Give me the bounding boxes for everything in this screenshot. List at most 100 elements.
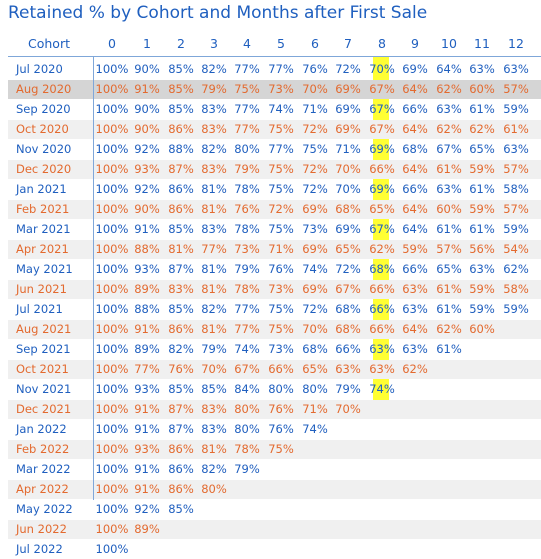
retention-cell: 57% — [503, 162, 529, 176]
column-header-11: 11 — [474, 36, 490, 51]
table-row[interactable]: Mar 2022 100% 91% 86% 82% 79% — [8, 460, 541, 479]
retention-cell: 65% — [302, 362, 328, 376]
retention-cell: 100% — [95, 382, 129, 396]
retention-cell: 66% — [335, 342, 361, 356]
retention-cell: 85% — [168, 382, 194, 396]
retention-cell: 100% — [95, 102, 129, 116]
retention-cell: 100% — [95, 522, 129, 536]
retention-cell: 69% — [335, 82, 361, 96]
table-row[interactable]: Jul 2022 100% — [8, 540, 541, 559]
table-row[interactable]: Apr 2022 100% 91% 86% 80% — [8, 480, 541, 499]
retention-cell: 74% — [302, 422, 328, 436]
table-row[interactable]: Aug 2021 100% 91% 86% 81% 77% 75% 70% 68% 66% 64% 6… — [8, 320, 541, 339]
retention-cell: 63% — [402, 302, 428, 316]
retention-cell: 71% — [302, 102, 328, 116]
retention-cell: 73% — [268, 342, 294, 356]
table-row[interactable]: Feb 2021 100% 90% 86% 81% 76% 72% 69% 68% 65% 64% 6… — [8, 200, 541, 219]
table-row[interactable]: Nov 2021 100% 93% 85% 85% 84% 80% 80% 79% 74% — [8, 380, 541, 399]
retention-cell: 76% — [168, 362, 194, 376]
retention-cell: 83% — [201, 162, 227, 176]
retention-cell: 61% — [503, 122, 529, 136]
column-header-8: 8 — [378, 36, 386, 51]
column-header-0: 0 — [108, 36, 116, 51]
retention-cell: 87% — [168, 402, 194, 416]
retention-cell: 65% — [369, 202, 395, 216]
retention-cell: 79% — [234, 262, 260, 276]
table-row[interactable]: Jan 2021 100% 92% 86% 81% 78% 75% 72% 70% 69% 66% 6… — [8, 180, 541, 199]
retention-cell: 62% — [402, 362, 428, 376]
table-row[interactable]: Dec 2021 100% 91% 87% 83% 80% 76% 71% 70% — [8, 400, 541, 419]
retention-cell: 93% — [134, 262, 160, 276]
table-row[interactable]: May 2021 100% 93% 87% 81% 79% 76% 74% 72% 68% 66% 6… — [8, 260, 541, 279]
retention-cell: 56% — [469, 242, 495, 256]
cohort-label: Mar 2021 — [16, 222, 71, 236]
retention-cell: 78% — [234, 442, 260, 456]
retention-cell: 75% — [268, 222, 294, 236]
table-row[interactable]: Sep 2021 100% 89% 82% 79% 74% 73% 68% 66% 63% 63% 6… — [8, 340, 541, 359]
retention-cell: 81% — [201, 262, 227, 276]
retention-cell: 72% — [335, 62, 361, 76]
retention-cell: 59% — [469, 302, 495, 316]
retention-cell: 73% — [268, 282, 294, 296]
retention-cell: 86% — [168, 122, 194, 136]
retention-cell: 57% — [436, 242, 462, 256]
retention-cell: 75% — [268, 182, 294, 196]
retention-cell: 77% — [268, 62, 294, 76]
table-row[interactable]: Jun 2021 100% 89% 83% 81% 78% 73% 69% 67% 66% 63% 6… — [8, 280, 541, 299]
table-row[interactable]: Nov 2020 100% 92% 88% 82% 80% 77% 75% 71% 69% 68% 6… — [8, 140, 541, 159]
retention-cell: 100% — [95, 142, 129, 156]
retention-cell: 72% — [268, 202, 294, 216]
retention-cell: 75% — [302, 142, 328, 156]
retention-cell: 63% — [335, 362, 361, 376]
retention-cell: 72% — [302, 182, 328, 196]
retention-cell: 77% — [234, 322, 260, 336]
table-row[interactable]: Oct 2021 100% 77% 76% 70% 67% 66% 65% 63% 63% 62% — [8, 360, 541, 379]
retention-cell: 63% — [436, 182, 462, 196]
cohort-label: Oct 2021 — [16, 362, 69, 376]
retention-cell: 85% — [168, 502, 194, 516]
table-row[interactable]: Feb 2022 100% 93% 86% 81% 78% 75% — [8, 440, 541, 459]
retention-cell: 81% — [201, 282, 227, 296]
retention-cell: 86% — [168, 322, 194, 336]
retention-cell: 72% — [302, 302, 328, 316]
retention-cell: 70% — [335, 402, 361, 416]
table-row[interactable]: Sep 2020 100% 90% 85% 83% 77% 74% 71% 69% 67% 66% 6… — [8, 100, 541, 119]
retention-cell: 91% — [134, 82, 160, 96]
retention-cell: 60% — [436, 202, 462, 216]
retention-cell: 88% — [134, 302, 160, 316]
retention-cell: 83% — [201, 122, 227, 136]
table-row[interactable]: Jan 2022 100% 91% 87% 83% 80% 76% 74% — [8, 420, 541, 439]
table-row[interactable]: Apr 2021 100% 88% 81% 77% 73% 71% 69% 65% 62% 59% 5… — [8, 240, 541, 259]
table-row[interactable]: Oct 2020 100% 90% 86% 83% 77% 75% 72% 69% 67% 64% 6… — [8, 120, 541, 139]
retention-cell: 58% — [503, 182, 529, 196]
retention-cell: 67% — [234, 362, 260, 376]
column-header-9: 9 — [411, 36, 419, 51]
table-row[interactable]: Jun 2022 100% 89% — [8, 520, 541, 539]
retention-cell: 69% — [335, 102, 361, 116]
retention-cell: 62% — [469, 122, 495, 136]
retention-cell: 66% — [402, 262, 428, 276]
retention-cell: 64% — [402, 222, 428, 236]
retention-cell: 100% — [95, 302, 129, 316]
retention-cell: 63% — [369, 362, 395, 376]
retention-cell: 65% — [469, 142, 495, 156]
retention-cell: 67% — [369, 122, 395, 136]
retention-cell: 80% — [234, 142, 260, 156]
retention-cell: 81% — [168, 242, 194, 256]
retention-cell: 74% — [268, 102, 294, 116]
table-row[interactable]: Aug 2020 100% 91% 85% 79% 75% 73% 70% 69% 67% 64% 6… — [8, 80, 541, 99]
cohort-label: Sep 2021 — [16, 342, 71, 356]
table-row[interactable]: Dec 2020 100% 93% 87% 83% 79% 75% 72% 70% 66% 64% 6… — [8, 160, 541, 179]
retention-cell: 79% — [234, 162, 260, 176]
retention-cell: 59% — [469, 282, 495, 296]
retention-cell: 66% — [402, 182, 428, 196]
retention-cell: 85% — [168, 222, 194, 236]
table-row[interactable]: Jul 2021 100% 88% 85% 82% 77% 75% 72% 68% 66% 63% 6… — [8, 300, 541, 319]
table-row[interactable]: Jul 2020 100% 90% 85% 82% 77% 77% 76% 72% 70% 69% 6… — [8, 60, 541, 79]
retention-cell: 74% — [302, 262, 328, 276]
table-row[interactable]: Mar 2021 100% 91% 85% 83% 78% 75% 73% 69% 67% 64% 6… — [8, 220, 541, 239]
retention-cell: 70% — [201, 362, 227, 376]
cohort-label: Mar 2022 — [16, 462, 71, 476]
table-row[interactable]: May 2022 100% 92% 85% — [8, 500, 541, 519]
retention-cell: 83% — [201, 222, 227, 236]
